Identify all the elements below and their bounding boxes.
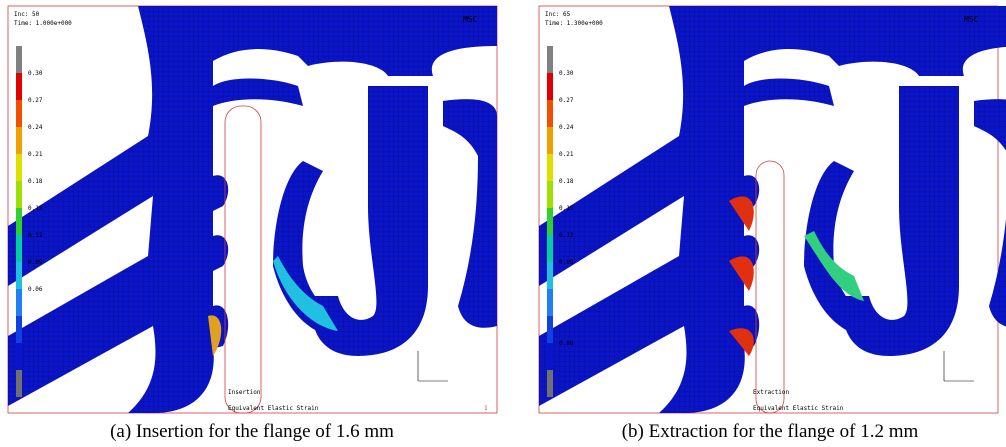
legend-label: 0.15 <box>28 205 43 212</box>
quantity: Equivalent Elastic Strain <box>228 405 319 412</box>
legend-swatch <box>547 46 553 73</box>
legend-label: 0.18 <box>559 178 574 185</box>
legend-swatch <box>547 154 553 181</box>
legend-label: 0.24 <box>559 124 574 131</box>
legend-swatch <box>16 181 22 208</box>
legend-label: 0.09 <box>559 259 574 266</box>
index: 1 <box>484 405 488 412</box>
legend-swatch <box>16 208 22 235</box>
caption: (a) Insertion for the flange of 1.6 mm <box>110 421 394 442</box>
legend-label: 0.18 <box>28 178 43 185</box>
legend-swatch <box>16 100 22 127</box>
legend-swatch <box>547 289 553 316</box>
legend-swatch <box>547 262 553 289</box>
legend-swatch <box>16 127 22 154</box>
legend-swatch <box>16 316 22 343</box>
legend-label: 0.00 <box>559 340 574 347</box>
legend-label: 0.12 <box>559 232 574 239</box>
legend-label: 0.30 <box>28 70 43 77</box>
inc: Inc: 50 <box>14 11 40 18</box>
legend-swatch <box>547 235 553 262</box>
legend-label: 0.27 <box>28 97 43 104</box>
legend-label: 0.15 <box>559 205 574 212</box>
legend-swatch <box>16 343 22 370</box>
legend-label: 0.06 <box>28 286 43 293</box>
quantity: Equivalent Elastic Strain <box>753 405 844 412</box>
legend-swatch <box>16 289 22 316</box>
legend-swatch <box>547 208 553 235</box>
legend-swatch <box>16 73 22 100</box>
panel-a: 0.30 0.27 0.24 0.21 0.18 0.15 0.12 0.09 0.06 Inc… <box>8 6 497 413</box>
step: Insertion <box>228 389 261 396</box>
legend-swatch <box>16 46 22 73</box>
legend-label: 0.30 <box>559 70 574 77</box>
logo: MSC <box>463 15 478 24</box>
legend-swatch <box>547 181 553 208</box>
legend-label: 0.24 <box>28 124 43 131</box>
step: Extraction <box>753 389 790 396</box>
legend-swatch <box>547 100 553 127</box>
legend-label: 0.21 <box>28 151 43 158</box>
legend-label: 0.12 <box>28 232 43 239</box>
time: Time: 1.000e+000 <box>14 20 72 27</box>
legend-swatch <box>547 316 553 343</box>
inc: Inc: 65 <box>545 11 571 18</box>
legend-swatch <box>16 262 22 289</box>
logo: MSC <box>964 15 979 24</box>
legend-swatch <box>547 370 553 397</box>
legend-swatch <box>16 235 22 262</box>
legend-swatch <box>547 127 553 154</box>
legend-swatch <box>16 370 22 397</box>
legend-swatch <box>547 343 553 370</box>
legend-label: 0.21 <box>559 151 574 158</box>
time: Time: 1.300e+000 <box>545 20 603 27</box>
figure: 0.30 0.27 0.24 0.21 0.18 0.15 0.12 0.09 0.06 Inc… <box>0 0 1006 447</box>
legend-swatch <box>547 73 553 100</box>
caption: (b) Extraction for the flange of 1.2 mm <box>622 421 919 442</box>
legend-swatch <box>16 154 22 181</box>
legend-label: 0.27 <box>559 97 574 104</box>
legend-label: 0.09 <box>28 259 43 266</box>
panel-b: 0.30 0.27 0.24 0.21 0.18 0.15 0.12 0.09 0.00 Inc… <box>539 6 1006 413</box>
